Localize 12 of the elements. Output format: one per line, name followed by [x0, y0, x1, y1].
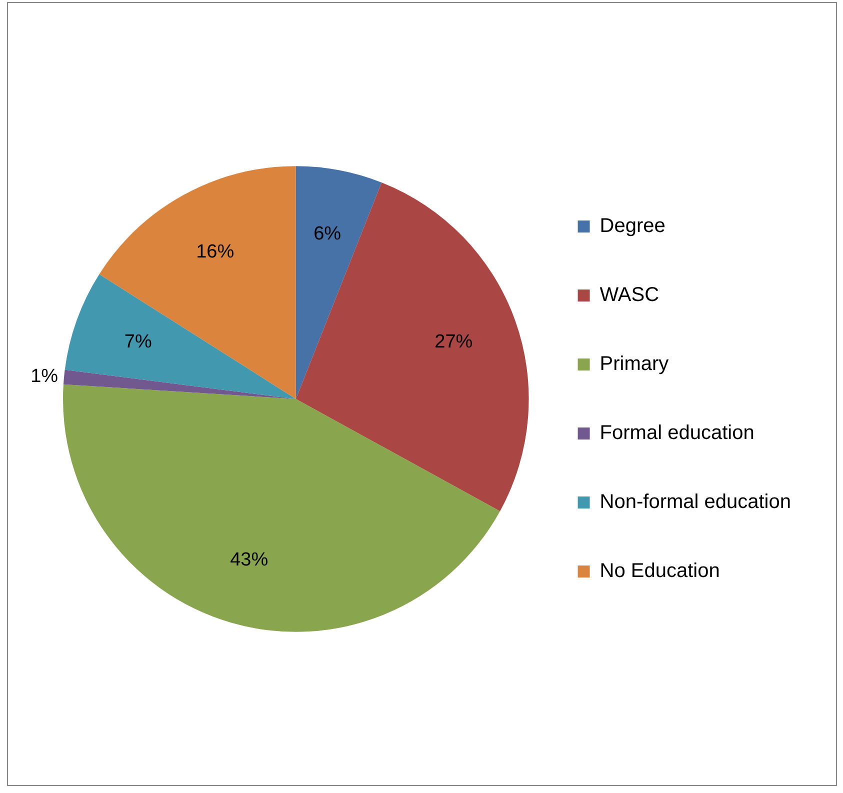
data-label: 27% [434, 331, 473, 352]
legend-label: Formal education [600, 422, 754, 444]
data-label: 6% [314, 224, 342, 245]
legend-label: WASC [600, 284, 660, 306]
legend-label: Non-formal education [600, 491, 792, 514]
legend-label: Degree [600, 215, 666, 238]
legend-label: Primary [600, 353, 669, 376]
data-label: 7% [124, 331, 152, 352]
data-label: 1% [30, 366, 58, 387]
legend-label: No Education [600, 560, 720, 582]
data-label: 16% [196, 241, 234, 262]
data-label: 43% [230, 549, 268, 570]
